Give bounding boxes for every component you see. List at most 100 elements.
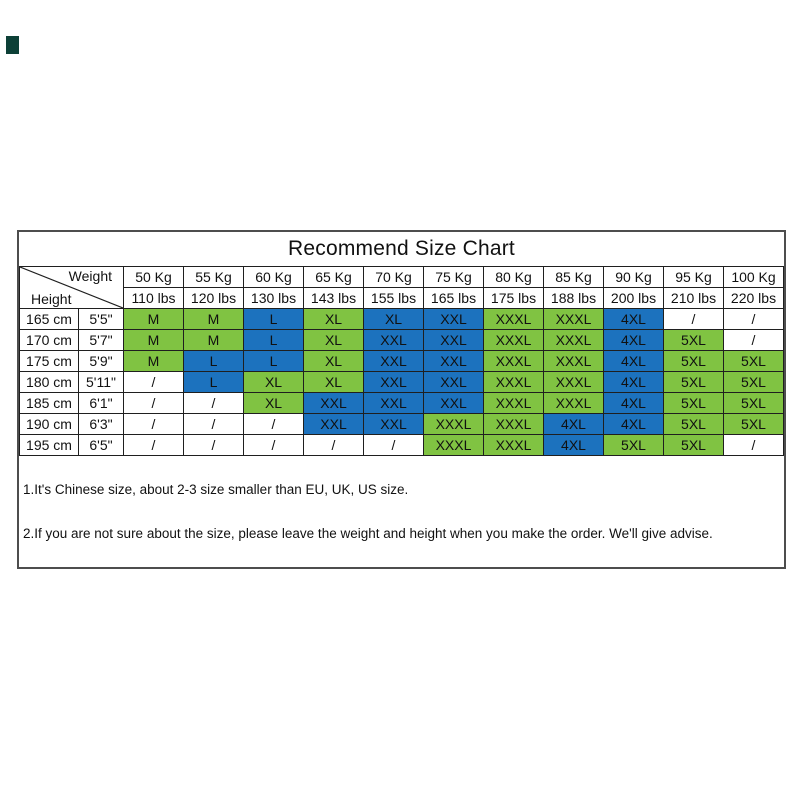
size-cell: XXL xyxy=(423,371,484,393)
height-cm-cell: 185 cm xyxy=(19,392,79,414)
size-cell: 4XL xyxy=(543,413,604,435)
height-cm-cell: 195 cm xyxy=(19,434,79,456)
size-cell: XXL xyxy=(363,329,424,351)
height-ft-cell: 6'1" xyxy=(78,392,124,414)
size-cell: XXL xyxy=(363,350,424,372)
weight-header-row: Weight Height 50 Kg 55 Kg 60 Kg 65 Kg 70 Kg 7… xyxy=(19,266,784,309)
size-cell: XXXL xyxy=(483,350,544,372)
size-cell: / xyxy=(183,392,244,414)
lbs-header-cell: 155 lbs xyxy=(363,287,424,309)
size-cell: XXL xyxy=(363,371,424,393)
weight-header-cell: 50 Kg xyxy=(123,266,184,288)
height-ft-cell: 5'9" xyxy=(78,350,124,372)
size-cell: L xyxy=(243,308,304,330)
size-cell: 4XL xyxy=(543,434,604,456)
height-ft-cell: 5'7" xyxy=(78,329,124,351)
size-cell: / xyxy=(243,413,304,435)
size-cell: / xyxy=(123,392,184,414)
size-cell: XL xyxy=(243,371,304,393)
size-cell: / xyxy=(303,434,364,456)
diagonal-divider xyxy=(20,267,123,308)
lbs-header-cell: 143 lbs xyxy=(303,287,364,309)
lbs-header-cell: 130 lbs xyxy=(243,287,304,309)
size-cell: XXXL xyxy=(543,392,604,414)
weight-header-cell: 65 Kg xyxy=(303,266,364,288)
size-cell: L xyxy=(183,371,244,393)
size-cell: 5XL xyxy=(723,371,784,393)
table-row: 170 cm 5'7" M M L XL XXL XXL XXXL XXXL 4XL 5XL / xyxy=(19,329,784,351)
size-cell: 5XL xyxy=(663,371,724,393)
size-cell: XL xyxy=(303,371,364,393)
size-cell: XXXL xyxy=(483,329,544,351)
size-cell: / xyxy=(663,308,724,330)
size-cell: 5XL xyxy=(663,392,724,414)
size-cell: 5XL xyxy=(603,434,664,456)
size-cell: 4XL xyxy=(603,308,664,330)
size-cell: XL xyxy=(303,308,364,330)
size-cell: XXXL xyxy=(423,434,484,456)
size-cell: 5XL xyxy=(663,434,724,456)
table-row: 195 cm 6'5" / / / / / XXXL XXXL 4XL 5XL 5XL / xyxy=(19,434,784,456)
size-cell: XXL xyxy=(423,329,484,351)
notes: 1.It's Chinese size, about 2-3 size smal… xyxy=(19,456,784,542)
size-cell: XL xyxy=(363,308,424,330)
height-ft-cell: 5'5" xyxy=(78,308,124,330)
lbs-header-cell: 188 lbs xyxy=(543,287,604,309)
size-cell: XXL xyxy=(303,413,364,435)
size-cell: / xyxy=(723,329,784,351)
table-row: 165 cm 5'5" M M L XL XL XXL XXXL XXXL 4XL / / xyxy=(19,308,784,330)
size-cell: / xyxy=(123,371,184,393)
size-cell: XXXL xyxy=(483,392,544,414)
size-cell: L xyxy=(183,350,244,372)
size-cell: / xyxy=(723,308,784,330)
size-cell: 4XL xyxy=(603,392,664,414)
table-row: 190 cm 6'3" / / / XXL XXL XXXL XXXL 4XL 4XL 5XL 5XL xyxy=(19,413,784,435)
size-cell: M xyxy=(123,329,184,351)
size-cell: XL xyxy=(303,350,364,372)
lbs-header-cell: 120 lbs xyxy=(183,287,244,309)
height-cm-cell: 175 cm xyxy=(19,350,79,372)
size-cell: 4XL xyxy=(603,413,664,435)
height-cm-cell: 180 cm xyxy=(19,371,79,393)
size-cell: XXL xyxy=(423,308,484,330)
height-ft-cell: 5'11" xyxy=(78,371,124,393)
size-cell: 4XL xyxy=(603,350,664,372)
lbs-header-cell: 200 lbs xyxy=(603,287,664,309)
size-cell: XL xyxy=(303,329,364,351)
size-cell: XXXL xyxy=(423,413,484,435)
weight-header-cell: 60 Kg xyxy=(243,266,304,288)
size-cell: XXXL xyxy=(543,308,604,330)
size-cell: XXL xyxy=(363,392,424,414)
size-cell: XXXL xyxy=(543,350,604,372)
height-cm-cell: 190 cm xyxy=(19,413,79,435)
size-cell: XXL xyxy=(423,392,484,414)
size-cell: XXL xyxy=(363,413,424,435)
size-cell: / xyxy=(183,413,244,435)
size-cell: / xyxy=(183,434,244,456)
size-cell: XXXL xyxy=(483,413,544,435)
size-cell: M xyxy=(183,308,244,330)
weight-header-cell: 95 Kg xyxy=(663,266,724,288)
height-cm-cell: 170 cm xyxy=(19,329,79,351)
size-cell: 4XL xyxy=(603,371,664,393)
size-cell: / xyxy=(123,434,184,456)
size-cell: XXL xyxy=(423,350,484,372)
size-cell: M xyxy=(183,329,244,351)
size-cell: / xyxy=(363,434,424,456)
size-cell: / xyxy=(243,434,304,456)
size-cell: XXXL xyxy=(543,329,604,351)
lbs-header-row: 110 lbs 120 lbs 130 lbs 143 lbs 155 lbs 165 l… xyxy=(20,287,784,309)
weight-header-cell: 80 Kg xyxy=(483,266,544,288)
size-cell: XXXL xyxy=(483,371,544,393)
size-cell: / xyxy=(723,434,784,456)
note-1: 1.It's Chinese size, about 2-3 size smal… xyxy=(23,482,409,497)
lbs-header-cell: 210 lbs xyxy=(663,287,724,309)
weight-header-cell: 100 Kg xyxy=(723,266,784,288)
corner-cell: Weight Height xyxy=(19,266,124,309)
size-cell: XL xyxy=(243,392,304,414)
size-cell: XXXL xyxy=(483,434,544,456)
lbs-header-cell: 220 lbs xyxy=(723,287,784,309)
chart-title: Recommend Size Chart xyxy=(288,237,515,260)
size-table: Weight Height 50 Kg 55 Kg 60 Kg 65 Kg 70 Kg 7… xyxy=(19,266,784,456)
size-cell: 5XL xyxy=(663,329,724,351)
